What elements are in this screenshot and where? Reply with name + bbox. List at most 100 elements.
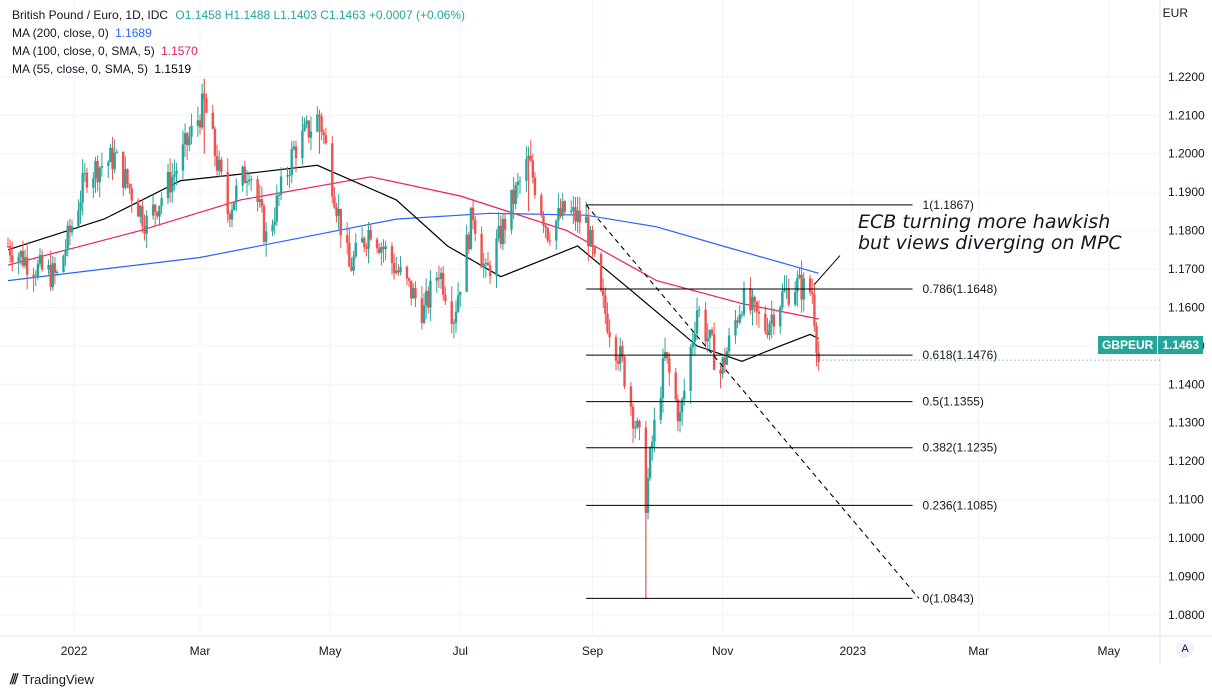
legend-ma55[interactable]: MA (55, close, 0, SMA, 5) 1.1519	[12, 60, 465, 78]
candle-body	[232, 202, 236, 210]
candle-body	[599, 253, 603, 291]
legend-symbol-row: British Pound / Euro, 1D, IDC O1.1458 H1…	[12, 6, 465, 24]
ma200-value: 1.1689	[115, 26, 152, 40]
candle-body	[47, 264, 50, 270]
candle-body	[439, 272, 443, 280]
auto-scale-button[interactable]: A	[1176, 640, 1194, 658]
candle-body	[305, 120, 308, 125]
candle-body	[602, 290, 605, 296]
candle-body	[196, 120, 200, 126]
candle-body	[250, 179, 253, 181]
candle-body	[348, 242, 351, 267]
candle-body	[469, 207, 473, 250]
candle-body	[742, 288, 746, 315]
candle-body	[593, 247, 596, 254]
candle-body	[378, 248, 381, 253]
candle-body	[8, 246, 12, 256]
candle-body	[486, 262, 490, 266]
candle-body	[324, 135, 328, 144]
candle-body	[589, 230, 592, 247]
candle-body	[38, 254, 42, 264]
candle-body	[34, 276, 37, 278]
candle-body	[230, 209, 234, 220]
candle-body	[753, 296, 756, 302]
candle-body	[648, 448, 652, 478]
candle-body	[158, 205, 161, 217]
trend-line	[585, 204, 920, 599]
candle-body	[544, 225, 547, 228]
candle-body	[467, 234, 470, 250]
candle-body	[574, 207, 577, 222]
candle-body	[698, 309, 701, 311]
candle-body	[608, 331, 611, 338]
candle-body	[122, 151, 125, 188]
x-tick-label: 2022	[61, 644, 88, 658]
candle-body	[555, 220, 558, 241]
candle-body	[512, 189, 515, 205]
y-tick-label: 1.2000	[1168, 147, 1205, 161]
candle-body	[198, 120, 202, 128]
candle-body	[288, 175, 291, 177]
candle-body	[488, 265, 492, 276]
candle-body	[749, 288, 752, 311]
candle-body	[531, 160, 534, 178]
tradingview-footer[interactable]: ⫻ TradingView	[10, 671, 94, 688]
legend-ma200[interactable]: MA (200, close, 0) 1.1689	[12, 24, 465, 42]
candle-body	[335, 207, 338, 216]
candle-body	[55, 272, 59, 274]
x-tick-label: Mar	[190, 644, 211, 658]
candle-body	[410, 280, 413, 299]
candle-body	[62, 256, 65, 273]
candle-body	[382, 247, 385, 250]
candle-body	[220, 159, 223, 172]
candle-body	[606, 313, 609, 332]
candle-body	[141, 206, 144, 227]
ma100-value: 1.1570	[161, 44, 198, 58]
moving-average-line	[7, 164, 819, 362]
candle-body	[360, 238, 364, 243]
legend-ma100[interactable]: MA (100, close, 0, SMA, 5) 1.1570	[12, 42, 465, 60]
y-tick-label: 1.1200	[1168, 454, 1205, 468]
candle-body	[514, 185, 517, 205]
candle-body	[186, 133, 189, 146]
y-tick-label: 1.1100	[1168, 493, 1204, 507]
candle-body	[154, 204, 157, 212]
candle-body	[98, 167, 101, 183]
candle-body	[309, 131, 313, 138]
candle-body	[437, 277, 441, 280]
candle-body	[429, 280, 432, 308]
candle-body	[659, 397, 662, 420]
candle-body	[817, 353, 820, 362]
candle-body	[258, 199, 261, 203]
candle-body	[621, 346, 624, 357]
ohlc-values: O1.1458 H1.1488 L1.1403 C1.1463 +0.0007 …	[175, 8, 465, 22]
candle-body	[316, 114, 319, 132]
candle-body	[166, 172, 170, 198]
last-price-tag: GBPEUR 1.1463	[1098, 336, 1204, 354]
candle-body	[723, 357, 726, 365]
candle-body	[279, 176, 283, 195]
candle-body	[369, 229, 372, 240]
candle-body	[563, 201, 566, 212]
y-tick-label: 1.1800	[1168, 224, 1205, 238]
candle-body	[442, 272, 445, 295]
candle-body	[414, 288, 417, 299]
candle-body	[638, 420, 641, 428]
candle-body	[559, 208, 562, 217]
candle-body	[424, 290, 428, 306]
annotation-line-1: ECB turning more hawkish	[858, 211, 1111, 233]
candle-body	[604, 295, 607, 314]
candle-body	[623, 356, 626, 387]
fib-level-label: 0.382(1.1235)	[923, 441, 998, 455]
ma55-label: MA (55, close, 0, SMA, 5)	[12, 62, 149, 76]
candle-body	[247, 179, 251, 182]
candle-body	[115, 151, 118, 153]
candle-body	[798, 274, 801, 279]
fib-level-label: 0(1.0843)	[923, 591, 974, 605]
candle-body	[397, 270, 400, 273]
candle-body	[674, 372, 677, 400]
candle-body	[183, 133, 187, 145]
candle-body	[181, 144, 185, 171]
candle-body	[303, 124, 306, 131]
